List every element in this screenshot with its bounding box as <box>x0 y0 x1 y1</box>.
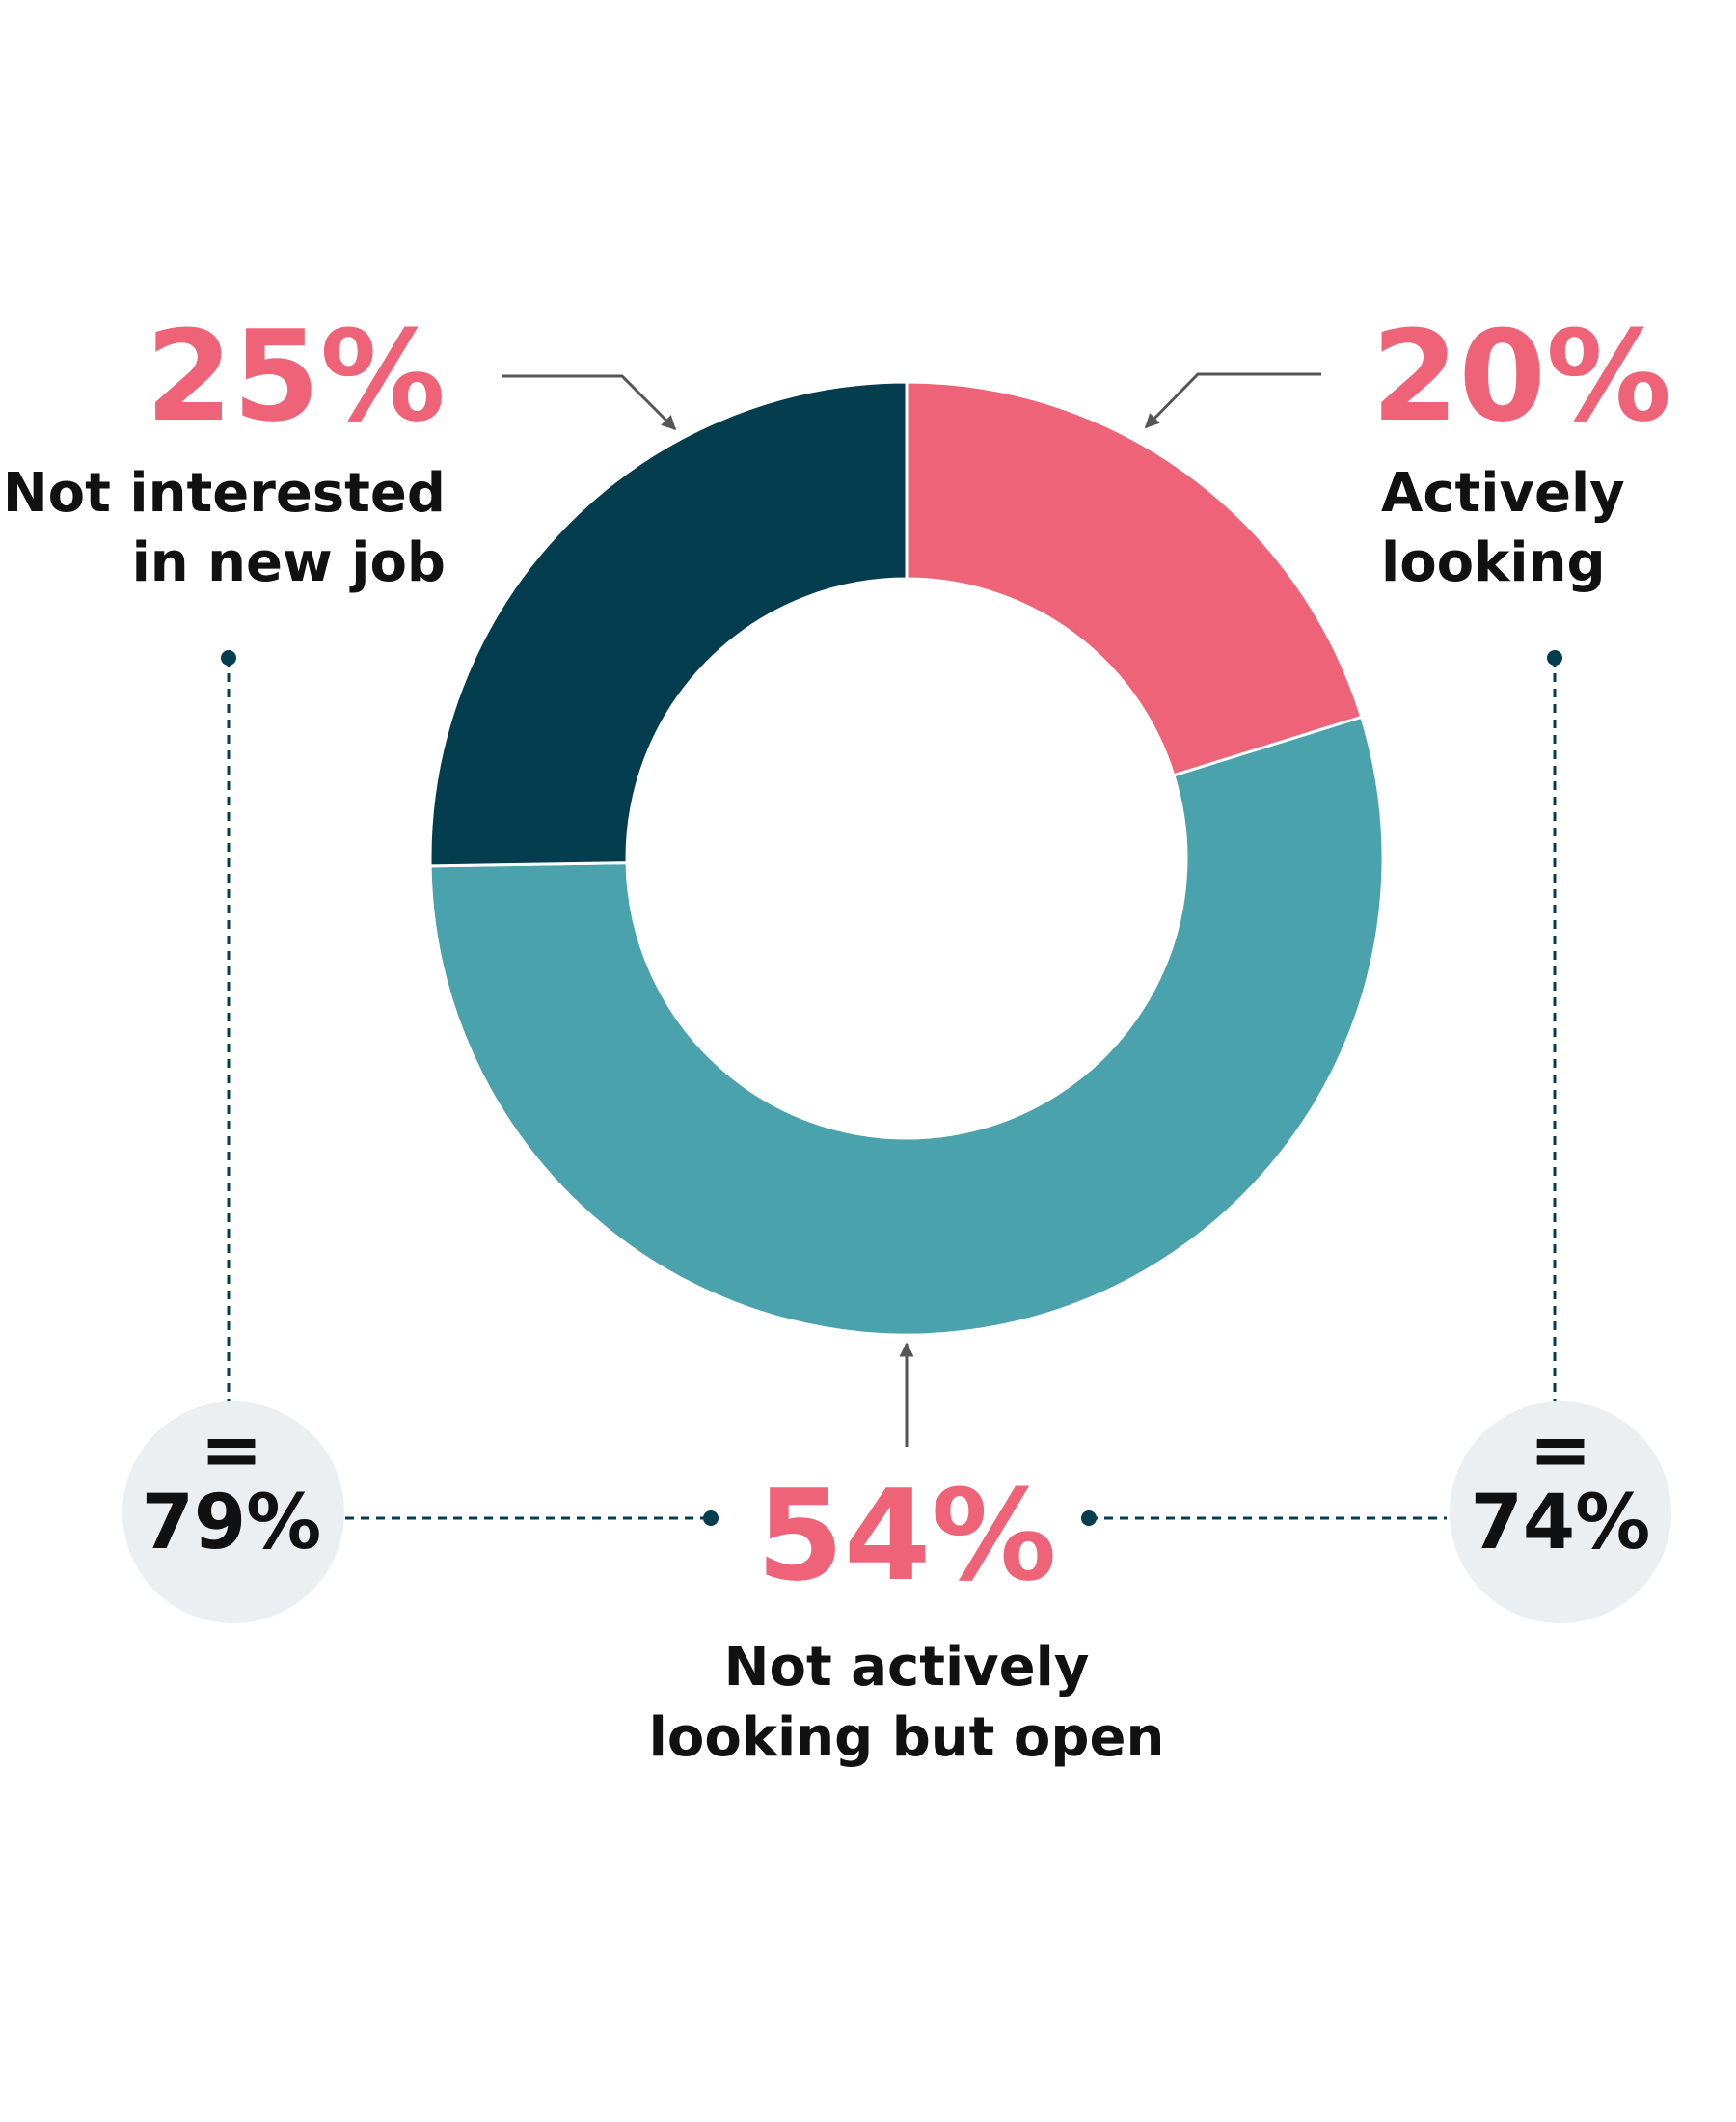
slice-not-actively-looking-but-open <box>428 715 1385 1337</box>
label-not-interested-line2: in new job <box>132 531 446 594</box>
connectors-right <box>1081 650 1562 1526</box>
slice-not-interested-in-new-job <box>428 380 909 868</box>
bubble-left-circle <box>122 1401 344 1623</box>
connector-dot-left-bottom <box>703 1510 719 1526</box>
bubble-left-value: 79% <box>142 1480 322 1566</box>
total-bubble-right: = 74% <box>1450 1401 1671 1623</box>
value-not-actively-looking: 54% <box>756 1462 1056 1609</box>
bubble-right-value: 74% <box>1471 1480 1651 1566</box>
value-actively-looking: 20% <box>1371 303 1671 449</box>
bubble-left-equals: = <box>200 1407 262 1494</box>
label-not-actively-line2: looking but open <box>649 1706 1165 1769</box>
label-actively-looking-line1: Actively <box>1381 462 1625 525</box>
connectors-left <box>221 650 719 1526</box>
donut-slices <box>428 380 1385 1337</box>
bubble-right-circle <box>1450 1401 1671 1623</box>
arrow-not-interested <box>502 374 677 431</box>
arrow-actively-looking <box>1144 372 1321 429</box>
label-not-actively-line1: Not actively <box>724 1636 1090 1699</box>
bubble-right-equals: = <box>1529 1407 1591 1494</box>
value-not-interested: 25% <box>146 303 446 449</box>
label-actively-looking-line2: looking <box>1381 531 1606 594</box>
slice-actively-looking <box>905 380 1364 777</box>
label-not-interested-line1: Not interested <box>3 462 446 525</box>
total-bubble-left: = 79% <box>122 1401 344 1623</box>
